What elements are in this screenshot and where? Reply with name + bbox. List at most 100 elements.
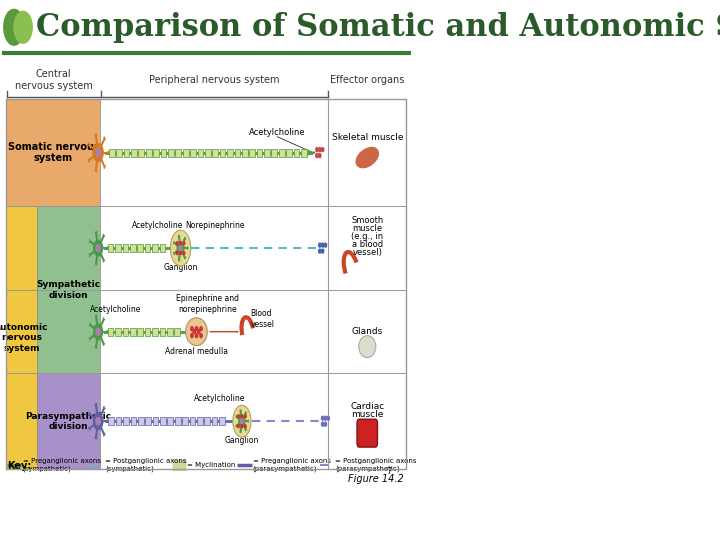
Ellipse shape xyxy=(356,147,378,167)
FancyBboxPatch shape xyxy=(235,148,240,157)
Circle shape xyxy=(176,241,178,245)
FancyBboxPatch shape xyxy=(115,328,121,336)
Text: Somatic nervous system: Somatic nervous system xyxy=(8,142,99,164)
FancyBboxPatch shape xyxy=(357,419,377,447)
Circle shape xyxy=(197,330,200,334)
Text: vessel): vessel) xyxy=(352,248,382,257)
Text: Central
nervous system: Central nervous system xyxy=(14,69,92,91)
FancyBboxPatch shape xyxy=(117,148,122,157)
Circle shape xyxy=(177,242,184,254)
FancyBboxPatch shape xyxy=(1,2,410,53)
FancyBboxPatch shape xyxy=(287,148,292,157)
Text: Acetylcholine: Acetylcholine xyxy=(89,305,141,314)
Ellipse shape xyxy=(359,336,376,357)
FancyBboxPatch shape xyxy=(219,417,225,425)
FancyBboxPatch shape xyxy=(138,328,143,336)
FancyBboxPatch shape xyxy=(212,148,218,157)
FancyBboxPatch shape xyxy=(249,148,255,157)
Circle shape xyxy=(4,9,24,45)
FancyBboxPatch shape xyxy=(168,148,174,157)
FancyBboxPatch shape xyxy=(161,148,166,157)
FancyBboxPatch shape xyxy=(6,99,100,206)
FancyBboxPatch shape xyxy=(109,417,114,425)
Text: a blood: a blood xyxy=(351,240,383,249)
Circle shape xyxy=(241,424,243,428)
Text: Ganglion: Ganglion xyxy=(225,436,259,445)
Circle shape xyxy=(319,243,321,247)
Text: Acetylcholine: Acetylcholine xyxy=(249,127,305,137)
Circle shape xyxy=(238,424,239,428)
FancyBboxPatch shape xyxy=(197,148,203,157)
Circle shape xyxy=(96,148,100,157)
Text: Parasympathetic
division: Parasympathetic division xyxy=(25,411,112,431)
FancyBboxPatch shape xyxy=(108,244,114,252)
Circle shape xyxy=(195,327,197,330)
FancyBboxPatch shape xyxy=(122,244,128,252)
Circle shape xyxy=(96,328,100,335)
Text: 7: 7 xyxy=(387,467,392,476)
Circle shape xyxy=(238,415,239,418)
FancyBboxPatch shape xyxy=(227,148,233,157)
FancyBboxPatch shape xyxy=(145,244,150,252)
FancyBboxPatch shape xyxy=(197,417,203,425)
Circle shape xyxy=(322,422,324,426)
FancyBboxPatch shape xyxy=(37,374,100,469)
Circle shape xyxy=(200,334,202,338)
Circle shape xyxy=(240,419,243,423)
FancyBboxPatch shape xyxy=(6,206,37,469)
FancyBboxPatch shape xyxy=(257,148,262,157)
FancyBboxPatch shape xyxy=(138,148,144,157)
Text: Acetylcholine: Acetylcholine xyxy=(132,221,184,230)
FancyBboxPatch shape xyxy=(123,417,129,425)
Circle shape xyxy=(245,424,246,428)
FancyBboxPatch shape xyxy=(108,328,114,336)
FancyBboxPatch shape xyxy=(160,417,166,425)
Circle shape xyxy=(94,240,102,256)
Text: Epinephrine and
norepinephrine: Epinephrine and norepinephrine xyxy=(176,294,239,314)
Circle shape xyxy=(171,230,191,266)
FancyBboxPatch shape xyxy=(122,328,128,336)
Text: Smooth: Smooth xyxy=(351,216,383,225)
Circle shape xyxy=(322,249,324,253)
FancyBboxPatch shape xyxy=(175,417,181,425)
FancyBboxPatch shape xyxy=(153,148,159,157)
FancyBboxPatch shape xyxy=(138,244,143,252)
Text: = Myclination: = Myclination xyxy=(187,462,235,468)
FancyBboxPatch shape xyxy=(131,148,137,157)
FancyBboxPatch shape xyxy=(37,206,100,374)
Circle shape xyxy=(176,252,178,254)
Circle shape xyxy=(94,413,103,429)
Circle shape xyxy=(245,415,246,418)
Text: Blood
vessel: Blood vessel xyxy=(251,309,274,329)
FancyBboxPatch shape xyxy=(145,417,151,425)
FancyBboxPatch shape xyxy=(168,417,173,425)
FancyBboxPatch shape xyxy=(145,328,150,336)
Text: Comparison of Somatic and Autonomic Systems: Comparison of Somatic and Autonomic Syst… xyxy=(35,12,720,43)
FancyBboxPatch shape xyxy=(109,148,114,157)
FancyBboxPatch shape xyxy=(153,417,158,425)
Circle shape xyxy=(319,153,321,158)
FancyBboxPatch shape xyxy=(301,148,307,157)
FancyBboxPatch shape xyxy=(279,148,284,157)
FancyBboxPatch shape xyxy=(271,148,277,157)
Text: = Preganglionic axons
(sympathetic): = Preganglionic axons (sympathetic) xyxy=(22,458,101,472)
FancyBboxPatch shape xyxy=(152,244,158,252)
Circle shape xyxy=(322,243,324,247)
FancyBboxPatch shape xyxy=(204,417,210,425)
Circle shape xyxy=(316,153,318,158)
FancyBboxPatch shape xyxy=(264,148,270,157)
Circle shape xyxy=(316,147,318,152)
Circle shape xyxy=(193,330,195,334)
FancyBboxPatch shape xyxy=(130,328,135,336)
Circle shape xyxy=(14,11,32,43)
FancyBboxPatch shape xyxy=(189,417,195,425)
Text: Adrenal medulla: Adrenal medulla xyxy=(165,347,228,355)
FancyBboxPatch shape xyxy=(182,417,188,425)
Circle shape xyxy=(322,416,324,420)
FancyBboxPatch shape xyxy=(124,148,130,157)
Text: Sympathetic
division: Sympathetic division xyxy=(37,280,101,300)
Circle shape xyxy=(241,415,243,418)
FancyBboxPatch shape xyxy=(130,417,136,425)
Circle shape xyxy=(327,416,330,420)
Circle shape xyxy=(324,243,327,247)
